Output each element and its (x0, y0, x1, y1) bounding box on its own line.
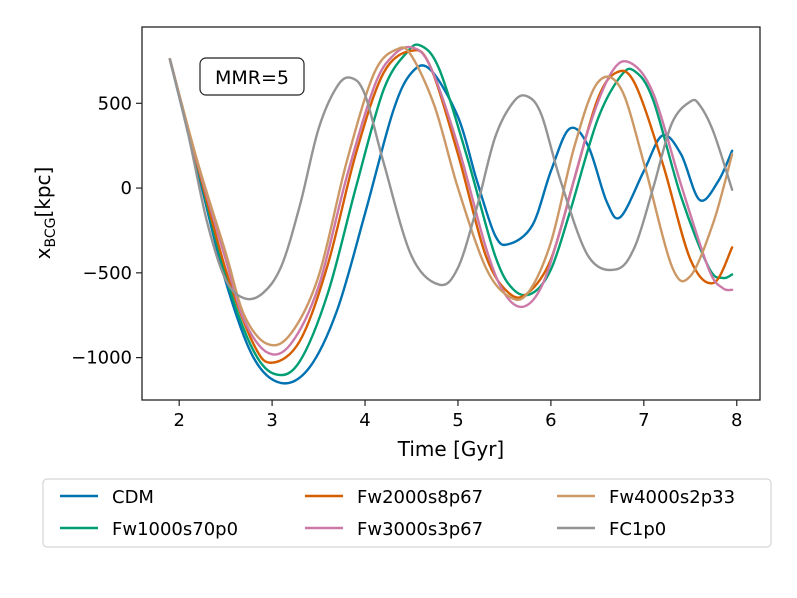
legend-label: Fw1000s70p0 (112, 519, 238, 540)
x-tick-label: 3 (266, 410, 277, 431)
series-line-Fw4000s2p33 (168, 46, 734, 347)
legend-label: Fw2000s8p67 (357, 487, 483, 508)
y-axis-label: xBCG[kpc] (31, 167, 59, 260)
series-line-Fw3000s3p67 (168, 45, 734, 356)
legend-label: Fw4000s2p33 (609, 487, 735, 508)
y-axis-label-unit: [kpc] (31, 167, 55, 218)
legend-item-Fw3000s3p67: Fw3000s3p67 (305, 519, 483, 540)
x-tick-label: 8 (731, 410, 742, 431)
legend-label: FC1p0 (609, 519, 666, 540)
y-tick-label: −1000 (71, 348, 132, 369)
plot-frame (141, 26, 761, 401)
y-tick-label: −500 (83, 263, 132, 284)
y-tick-label: 500 (98, 93, 132, 114)
y-axis-label-sub: BCG (43, 218, 59, 248)
legend: CDM Fw1000s70p0 Fw2000s8p67 Fw3000s3p67 Fw40… (42, 478, 772, 548)
x-axis-label: Time [Gyr] (397, 437, 504, 461)
legend-item-Fw2000s8p67: Fw2000s8p67 (305, 487, 483, 508)
annotation-box: MMR=5 (199, 57, 305, 96)
annotation-text: MMR=5 (215, 67, 289, 89)
x-axis-ticks: 2 3 4 5 6 7 8 (173, 400, 742, 431)
x-tick-label: 2 (173, 410, 184, 431)
series-layer (168, 43, 734, 385)
x-tick-label: 7 (638, 410, 649, 431)
series-line-CDM (168, 58, 734, 385)
legend-item-FC1p0: FC1p0 (557, 519, 666, 540)
series-line-Fw1000s70p0 (168, 43, 734, 377)
x-tick-label: 6 (545, 410, 556, 431)
x-tick-label: 5 (452, 410, 463, 431)
legend-item-Fw4000s2p33: Fw4000s2p33 (557, 487, 735, 508)
y-tick-label: 0 (121, 178, 132, 199)
legend-label: CDM (112, 487, 154, 508)
legend-label: Fw3000s3p67 (357, 519, 483, 540)
legend-item-CDM: CDM (60, 487, 154, 508)
y-axis-ticks: −1000 −500 0 500 (71, 93, 142, 369)
series-line-Fw2000s8p67 (168, 49, 734, 364)
series-line-FC1p0 (168, 58, 734, 301)
legend-item-Fw1000s70p0: Fw1000s70p0 (60, 519, 238, 540)
y-axis-label-main: x (31, 247, 55, 259)
x-tick-label: 4 (359, 410, 370, 431)
svg-text:xBCG[kpc]: xBCG[kpc] (31, 167, 59, 260)
